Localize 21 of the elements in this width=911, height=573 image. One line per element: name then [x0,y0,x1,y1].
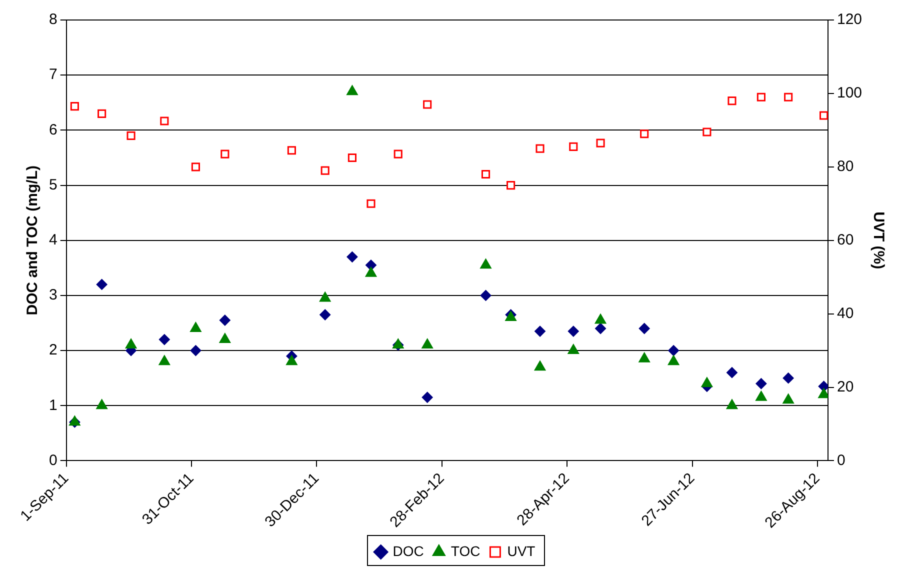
y-axis-title: DOC and TOC (mg/L) [24,166,42,316]
y2-axis-title: UVT (%) [870,212,887,270]
y-tick-label: 1 [49,396,58,414]
y-tick-label: 6 [49,121,58,138]
y2-tick-label: 0 [836,452,846,469]
y-tick-label: 2 [49,342,58,359]
legend-label: DOC [392,542,424,559]
y-tick-label: 7 [49,66,58,84]
y-tick-label: 8 [49,11,58,28]
y2-tick-label: 100 [836,84,862,102]
y2-tick-label: 20 [836,378,854,396]
y-tick-label: 3 [49,286,58,304]
y2-tick-label: 60 [836,232,854,249]
legend-label: UVT [507,542,536,559]
y2-tick-label: 40 [836,304,854,322]
y2-tick-label: 80 [836,158,854,176]
y-tick-label: 5 [49,176,58,194]
y-tick-label: 4 [49,232,58,249]
y-tick-label: 0 [49,452,58,469]
y2-tick-label: 120 [836,11,862,28]
legend-label: TOC [450,542,480,559]
